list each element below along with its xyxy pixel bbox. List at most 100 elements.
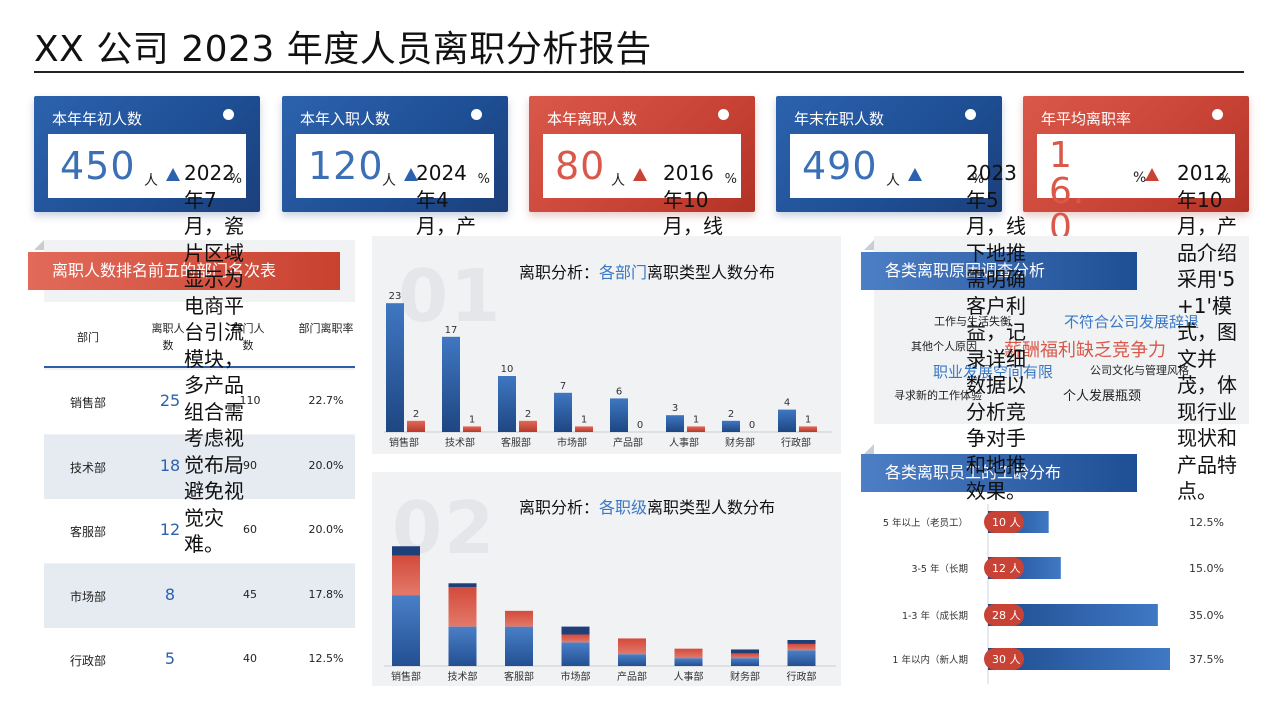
data-label: 7 xyxy=(560,381,566,392)
reason-word: 不符合公司发展辞退 xyxy=(1064,313,1200,331)
triangle-up-icon xyxy=(908,168,922,181)
rate-cell: 20.0% xyxy=(308,523,344,536)
tick-label: 市场部 xyxy=(561,670,591,683)
tick-label: 人事部 xyxy=(674,670,704,683)
dept-chart-title: 离职分析：各部门离职类型人数分布 xyxy=(519,259,775,283)
tick-label: 技术部 xyxy=(448,670,478,683)
data-label: 10 xyxy=(501,364,514,375)
data-label: 0 xyxy=(637,420,643,431)
stacked-bar-segment xyxy=(561,642,590,666)
kpi-unit: 人 xyxy=(886,173,900,189)
data-label: 10 人 xyxy=(992,516,1021,529)
category-label: 1 年以内（新人期 xyxy=(892,654,968,666)
reason-word: 工作与生活失衡 xyxy=(934,315,1011,328)
kpi-percent: % xyxy=(229,172,242,187)
data-label: 2 xyxy=(525,409,531,420)
rank-chart-title-highlight: 各职级 xyxy=(599,498,648,517)
circle-dot-icon xyxy=(223,109,234,120)
bar xyxy=(498,376,516,432)
stacked-bar-segment xyxy=(731,653,759,659)
bar xyxy=(778,409,796,432)
count-cell: 25 xyxy=(159,391,181,410)
tick-label: 行政部 xyxy=(787,670,817,683)
reasons-tag: 各类离职原因调查分析 xyxy=(861,252,1137,290)
value-badge xyxy=(984,511,1024,533)
kpi-card: 年平均离职率 16.0%% 2012年10月，产品介绍采用'5+1'模式，图文并茂，… xyxy=(1023,96,1249,503)
tenure-bar-chart: 5 年以上（老员工） 10 人 12.5% 3-5 年（长期 12 人 15.0% 1-3 … xyxy=(883,504,1224,684)
total-cell: 110 xyxy=(239,394,261,407)
tick-label: 产品部 xyxy=(617,670,647,683)
tick-label: 市场部 xyxy=(557,436,587,449)
stacked-bar-segment xyxy=(561,626,590,635)
kpi-unit: % xyxy=(1133,170,1147,186)
dept-cell: 行政部 xyxy=(69,654,106,668)
data-label: 23 xyxy=(389,291,402,302)
reason-word: 其他个人原因 xyxy=(911,340,977,353)
tick-label: 销售部 xyxy=(389,436,419,449)
rate-cell: 12.5% xyxy=(308,652,344,665)
stacked-bar-segment xyxy=(448,626,477,666)
dept-bar-chart: 23 2 销售部 17 1 技术部 10 2 客服部 7 1 市场部 6 0 产品部 3 1 人事部 2 0 财务部 4 1… xyxy=(384,291,832,449)
ranking-header: 部门 离职人数 部门人数 部门离职率 xyxy=(44,302,355,368)
kpi-label: 本年入职人数 xyxy=(300,110,391,128)
data-label: 6 xyxy=(616,386,622,397)
bar xyxy=(519,420,537,432)
page-title: XX 公司 2023 年度人员离职分析报告 xyxy=(34,29,652,70)
reason-word: 薪酬福利缺乏竞争力 xyxy=(1004,340,1166,361)
value-badge xyxy=(984,604,1024,626)
ranking-tag: 离职人数排名前五的部门名次表 xyxy=(28,252,340,290)
bar xyxy=(666,415,684,432)
header-total: 部门人数 xyxy=(231,322,265,352)
bar xyxy=(463,426,481,432)
bar xyxy=(687,426,705,432)
kpi-card: 本年年初人数 450 人% 2022年7月，瓷片区域显示为电商平台引流模块，多产品组合… xyxy=(34,96,260,556)
kpi-value: 490 xyxy=(802,144,878,188)
rank-stacked-chart: 销售部 技术部 客服部 市场部 产品部 人事部 财务部 行政部 xyxy=(384,546,836,683)
total-cell: 90 xyxy=(243,458,257,472)
tick-label: 财务部 xyxy=(725,436,755,449)
stacked-bar-segment xyxy=(731,658,759,666)
total-cell: 45 xyxy=(243,587,257,601)
stacked-bar-segment xyxy=(787,643,816,651)
total-cell: 60 xyxy=(243,523,257,536)
kpi-value-box: 80 人% xyxy=(543,134,741,198)
stacked-bar-segment xyxy=(674,648,703,659)
count-cell: 5 xyxy=(164,649,176,668)
circle-dot-icon xyxy=(1212,109,1223,120)
circle-dot-icon xyxy=(718,109,729,120)
circle-dot-icon xyxy=(965,109,976,120)
category-label: 1-3 年（成长期 xyxy=(902,610,968,622)
kpi-value-box: 490 人% xyxy=(790,134,988,198)
kpi-value-box: 16.0%% xyxy=(1037,134,1235,246)
dept-cell: 技术部 xyxy=(69,460,106,475)
stacked-bar-segment xyxy=(448,583,477,588)
stacked-bar-segment xyxy=(731,649,759,654)
data-label: 3 xyxy=(672,403,678,414)
header-rate: 部门离职率 xyxy=(298,322,354,335)
bar xyxy=(386,303,404,432)
stacked-bar-segment xyxy=(392,555,420,596)
triangle-up-icon xyxy=(633,168,647,181)
reason-word: 职业发展空间有限 xyxy=(933,363,1054,381)
kpi-unit: 人 xyxy=(144,173,158,189)
kpi-value: 16.0 xyxy=(1049,135,1086,248)
rate-cell: 22.7% xyxy=(308,394,344,407)
kpi-percent: % xyxy=(724,172,737,187)
percent-label: 35.0% xyxy=(1189,609,1224,622)
tick-label: 财务部 xyxy=(730,670,760,683)
kpi-label: 本年年初人数 xyxy=(52,110,143,128)
bar xyxy=(554,392,572,432)
bar xyxy=(407,420,425,432)
stacked-bar-segment xyxy=(505,610,533,627)
triangle-up-icon xyxy=(404,168,418,181)
tick-label: 客服部 xyxy=(504,670,534,683)
reason-word: 个人发展瓶颈 xyxy=(1063,389,1142,404)
stacked-bar-segment xyxy=(674,658,703,666)
kpi-percent: % xyxy=(477,172,490,187)
data-label: 12 人 xyxy=(992,562,1021,575)
table-row: 行政部 5 40 12.5% xyxy=(44,628,355,688)
triangle-up-icon xyxy=(166,168,180,181)
tick-label: 客服部 xyxy=(501,436,531,449)
bar xyxy=(988,648,1170,670)
